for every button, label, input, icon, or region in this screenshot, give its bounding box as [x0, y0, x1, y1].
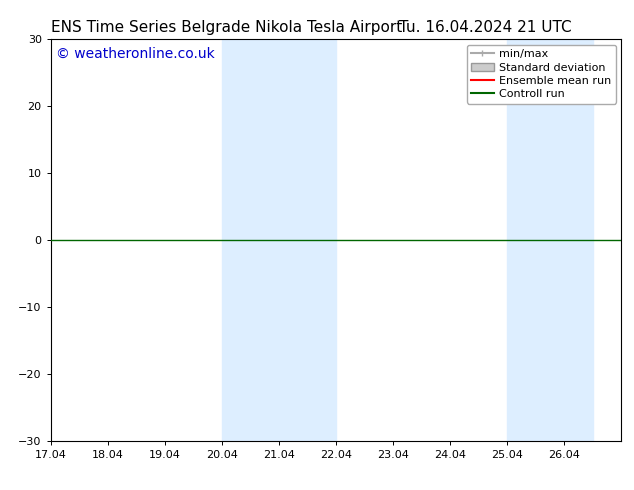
Text: ENS Time Series Belgrade Nikola Tesla Airport: ENS Time Series Belgrade Nikola Tesla Ai… — [51, 20, 402, 35]
Legend: min/max, Standard deviation, Ensemble mean run, Controll run: min/max, Standard deviation, Ensemble me… — [467, 45, 616, 104]
Text: Tu. 16.04.2024 21 UTC: Tu. 16.04.2024 21 UTC — [399, 20, 572, 35]
Text: © weatheronline.co.uk: © weatheronline.co.uk — [56, 47, 215, 61]
Bar — [507, 39, 593, 441]
Bar — [222, 39, 336, 441]
